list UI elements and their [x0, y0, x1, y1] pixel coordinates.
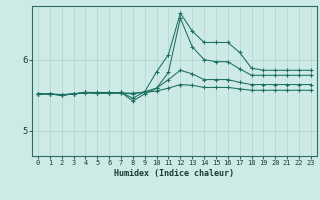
X-axis label: Humidex (Indice chaleur): Humidex (Indice chaleur): [115, 169, 234, 178]
